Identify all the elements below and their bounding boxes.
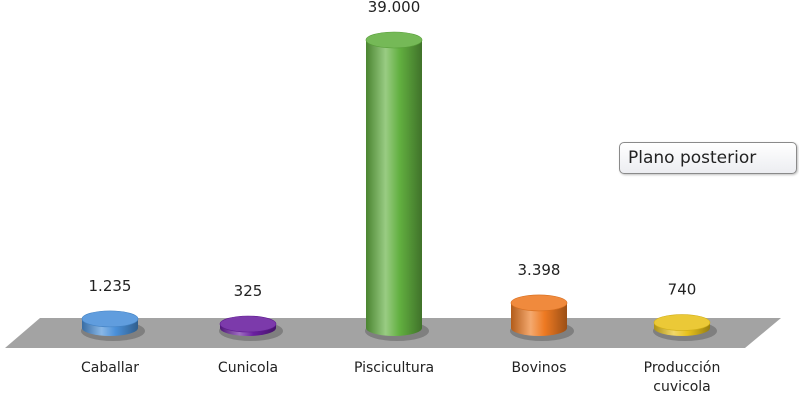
data-label-bovinos: 3.398 — [518, 261, 561, 279]
category-label-cunicola: Cunicola — [218, 360, 278, 376]
bar-produccion-cuvicola — [653, 314, 717, 341]
backplane-tooltip: Plano posterior — [619, 142, 797, 174]
bar-piscicultura — [365, 31, 429, 341]
category-label-produccion-cuvicola: Producción cuvicola — [644, 360, 721, 395]
data-label-cunicola: 325 — [234, 282, 263, 300]
data-label-produccion-cuvicola: 740 — [668, 281, 697, 299]
category-label-bovinos: Bovinos — [511, 360, 566, 376]
category-label-caballar: Caballar — [81, 360, 139, 376]
data-label-piscicultura: 39.000 — [368, 0, 421, 16]
bar-caballar — [81, 310, 145, 341]
bar-cunicola — [219, 315, 283, 341]
data-label-caballar: 1.235 — [89, 277, 132, 295]
category-label-piscicultura: Piscicultura — [354, 360, 434, 376]
bar-bovinos — [510, 294, 574, 341]
